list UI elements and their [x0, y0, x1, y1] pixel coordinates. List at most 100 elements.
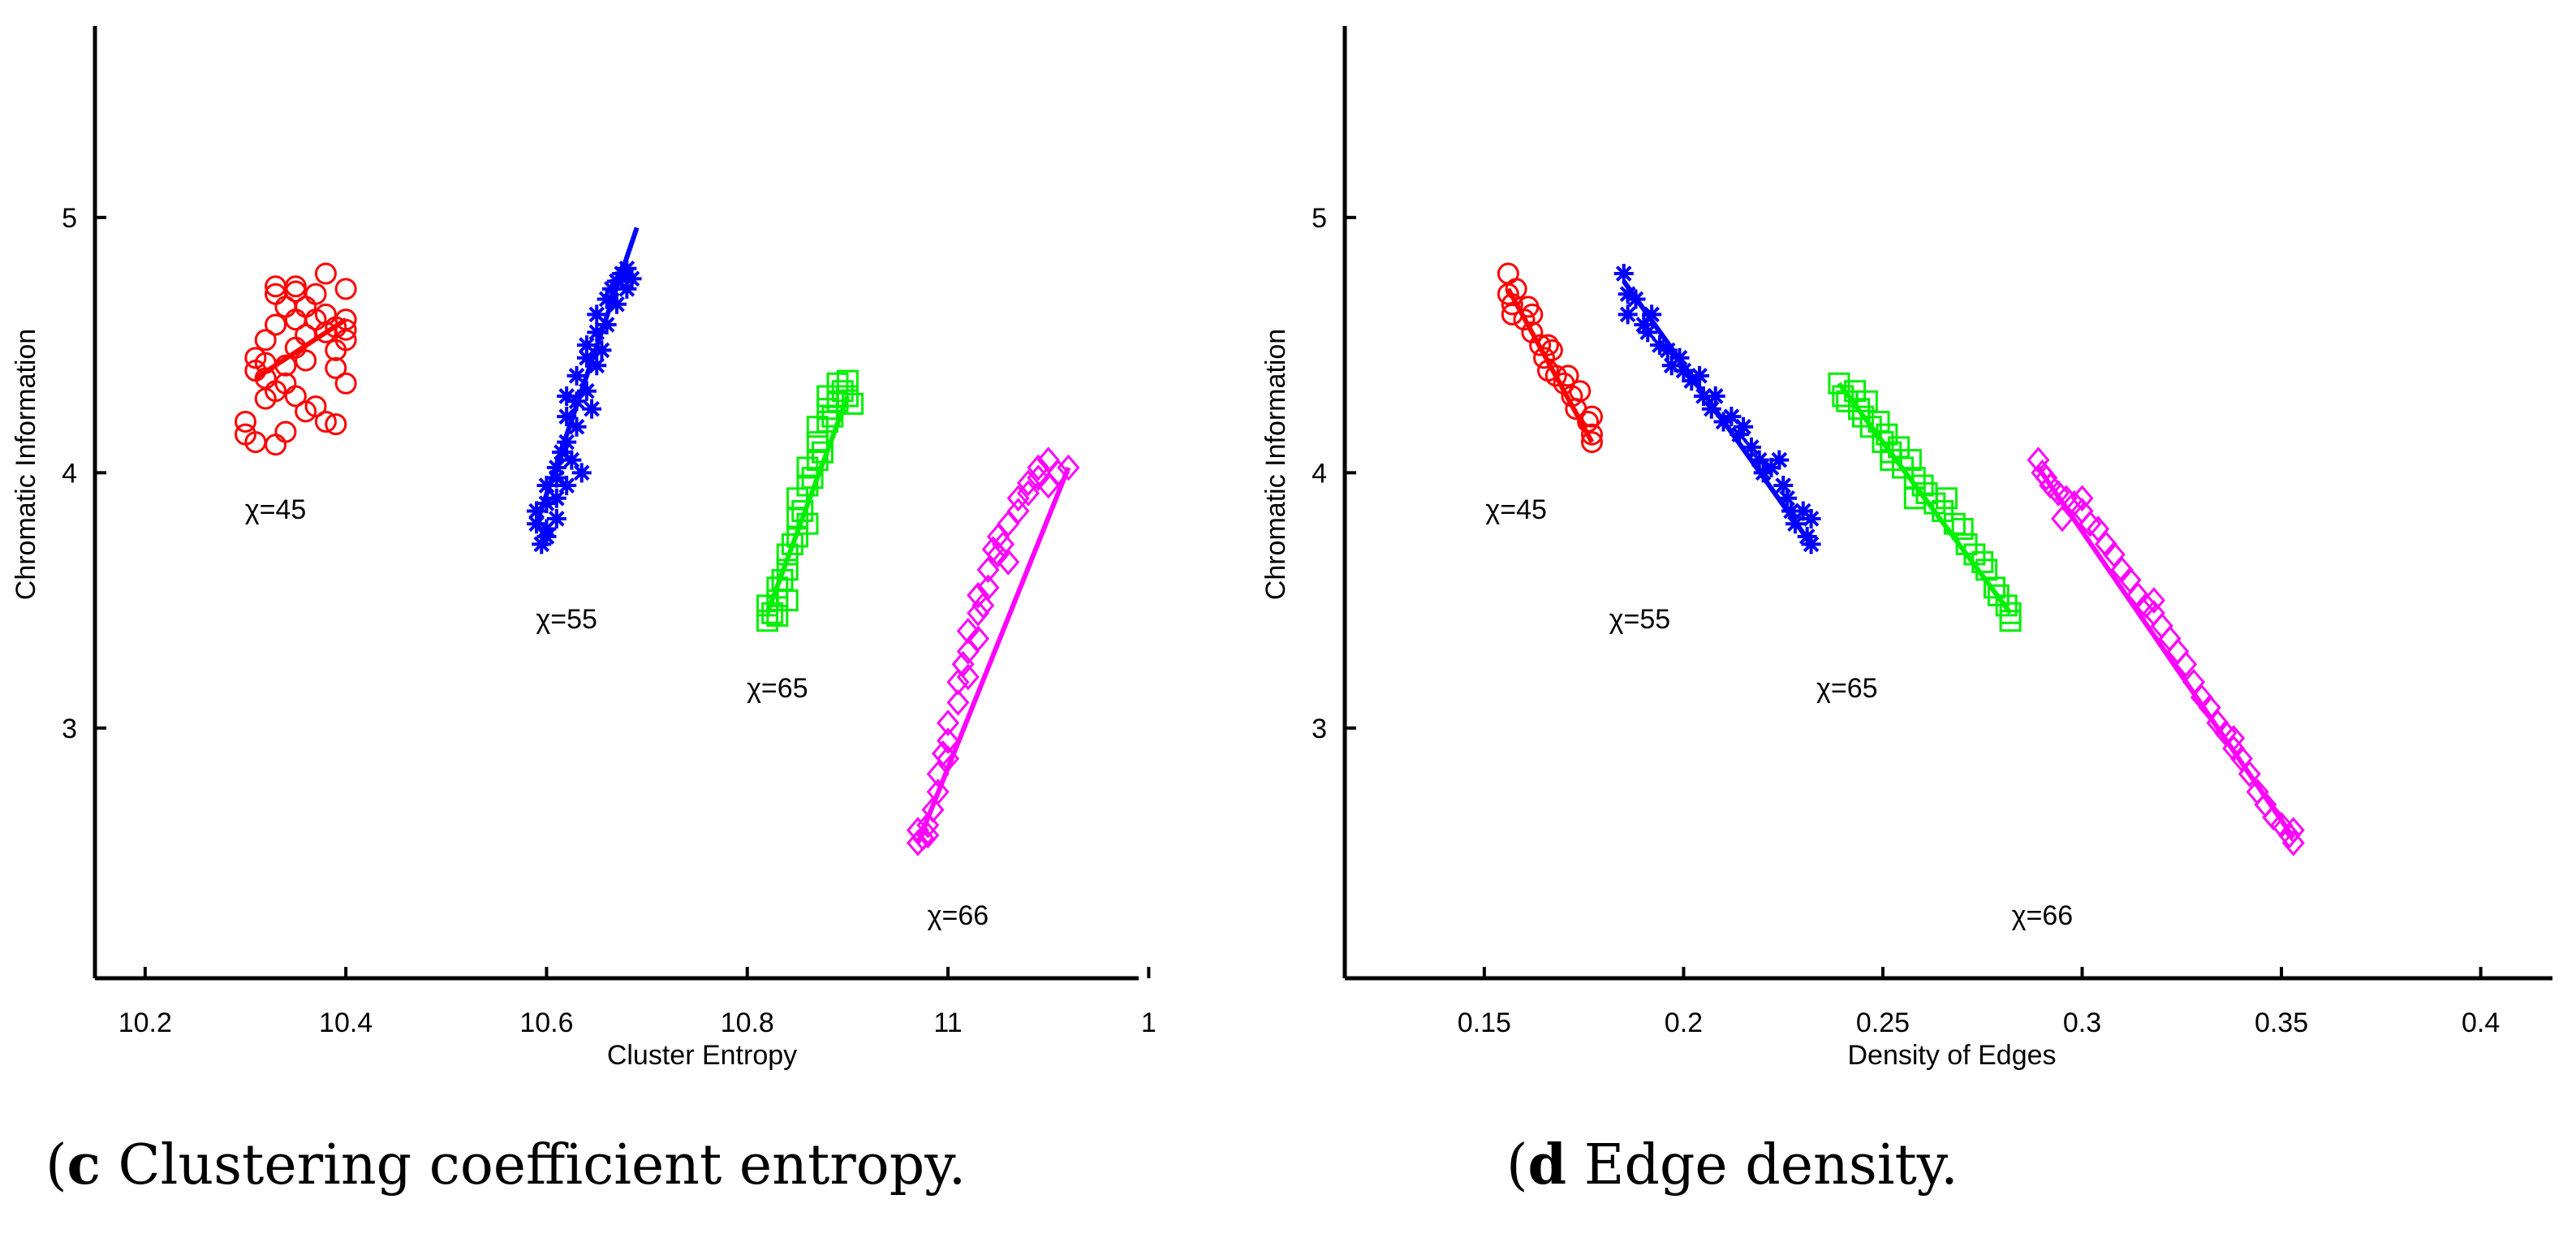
data-point: [265, 313, 287, 336]
data-point: [334, 372, 357, 395]
data-point: [274, 354, 297, 377]
data-point: [1642, 304, 1662, 325]
data-point: [1544, 365, 1567, 387]
x-tick-label: 10.6: [519, 1007, 573, 1038]
fit-line: [915, 466, 1071, 844]
x-axis-label: Density of Edges: [1847, 1040, 2056, 1071]
data-point: [314, 410, 337, 433]
data-point: [946, 668, 970, 696]
data-point: [1674, 360, 1694, 381]
data-point: [265, 434, 287, 456]
data-point: [1753, 463, 1773, 483]
data-point: [557, 407, 577, 427]
data-point: [916, 812, 940, 839]
data-point: [587, 322, 607, 343]
data-point: [967, 625, 990, 653]
series-χ=66: [906, 446, 1080, 856]
series-χ=65: [756, 369, 864, 632]
data-point: [1626, 289, 1646, 309]
data-point: [1533, 347, 1556, 369]
data-point: [1903, 487, 1926, 510]
data-point: [937, 710, 960, 736]
data-point: [1580, 431, 1603, 454]
data-point: [1529, 334, 1552, 356]
x-tick-label: 10.8: [721, 1007, 774, 1038]
data-point: [1932, 500, 1954, 523]
data-point: [842, 392, 864, 415]
data-point: [527, 514, 547, 534]
data-point: [2281, 830, 2305, 856]
annotation-label: χ=55: [1609, 604, 1671, 635]
data-point: [1682, 371, 1702, 391]
data-point: [1705, 386, 1725, 406]
data-point: [796, 512, 819, 535]
data-point: [967, 581, 990, 609]
data-point: [566, 391, 587, 412]
data-point: [1618, 284, 1638, 304]
data-point: [781, 533, 803, 555]
data-point: [1801, 508, 1821, 528]
data-point: [2222, 725, 2246, 752]
data-point: [1661, 356, 1682, 376]
data-point: [1027, 454, 1050, 481]
data-point: [926, 761, 950, 787]
data-point: [295, 400, 317, 423]
data-point: [1690, 365, 1710, 386]
data-point: [1006, 498, 1030, 524]
data-point: [1963, 543, 1986, 566]
data-point: [971, 592, 995, 619]
data-point: [1975, 559, 1998, 581]
data-point: [576, 335, 597, 356]
data-point: [601, 278, 622, 299]
data-point: [1761, 458, 1781, 478]
data-point: [1669, 347, 1690, 368]
caption-d-text: Edge density.: [1566, 1133, 1958, 1197]
data-point: [956, 663, 980, 691]
y-tick-label: 4: [1312, 458, 1327, 489]
annotation-label: χ=45: [245, 494, 307, 525]
data-point: [1569, 380, 1592, 403]
x-tick-label: 10.4: [319, 1007, 373, 1038]
data-point: [997, 549, 1020, 576]
data-point: [1848, 398, 1871, 421]
data-point: [622, 269, 642, 289]
data-point: [1006, 485, 1030, 512]
x-tick-label: 0.25: [1856, 1007, 1910, 1038]
data-point: [527, 501, 547, 521]
data-point: [2229, 745, 2253, 772]
data-point: [2035, 464, 2058, 491]
data-point: [1017, 469, 1040, 497]
data-point: [304, 283, 327, 305]
data-point: [2070, 485, 2094, 512]
data-point: [1693, 386, 1713, 406]
data-point: [1983, 576, 2005, 599]
data-point: [2238, 761, 2261, 787]
data-point: [2182, 668, 2205, 696]
data-point: [2050, 505, 2074, 533]
x-axis-label: Cluster Entropy: [607, 1040, 797, 1071]
data-point: [1501, 293, 1523, 316]
data-point: [557, 476, 577, 496]
annotation-label: χ=45: [1485, 494, 1547, 525]
data-point: [1995, 594, 2018, 617]
data-point: [334, 329, 357, 352]
data-point: [946, 689, 970, 716]
data-point: [1557, 365, 1579, 387]
data-point: [617, 258, 637, 278]
fit-line: [2036, 466, 2296, 839]
data-point: [546, 458, 566, 478]
data-point: [284, 385, 307, 408]
data-point: [967, 599, 990, 627]
data-point: [1540, 339, 1563, 361]
series-χ=55: [1613, 264, 1821, 554]
data-point: [2281, 817, 2305, 843]
data-point: [1734, 416, 1754, 437]
data-point: [2087, 515, 2110, 542]
data-point: [582, 399, 602, 419]
data-point: [921, 796, 945, 823]
data-point: [1536, 334, 1559, 356]
panel-d-chart: 0.15 0.2 0.25 0.3 0.35 0.4 3 4 5 Density of Edges…: [1260, 26, 2552, 1071]
data-point: [2102, 541, 2126, 568]
data-point: [1911, 474, 1934, 497]
